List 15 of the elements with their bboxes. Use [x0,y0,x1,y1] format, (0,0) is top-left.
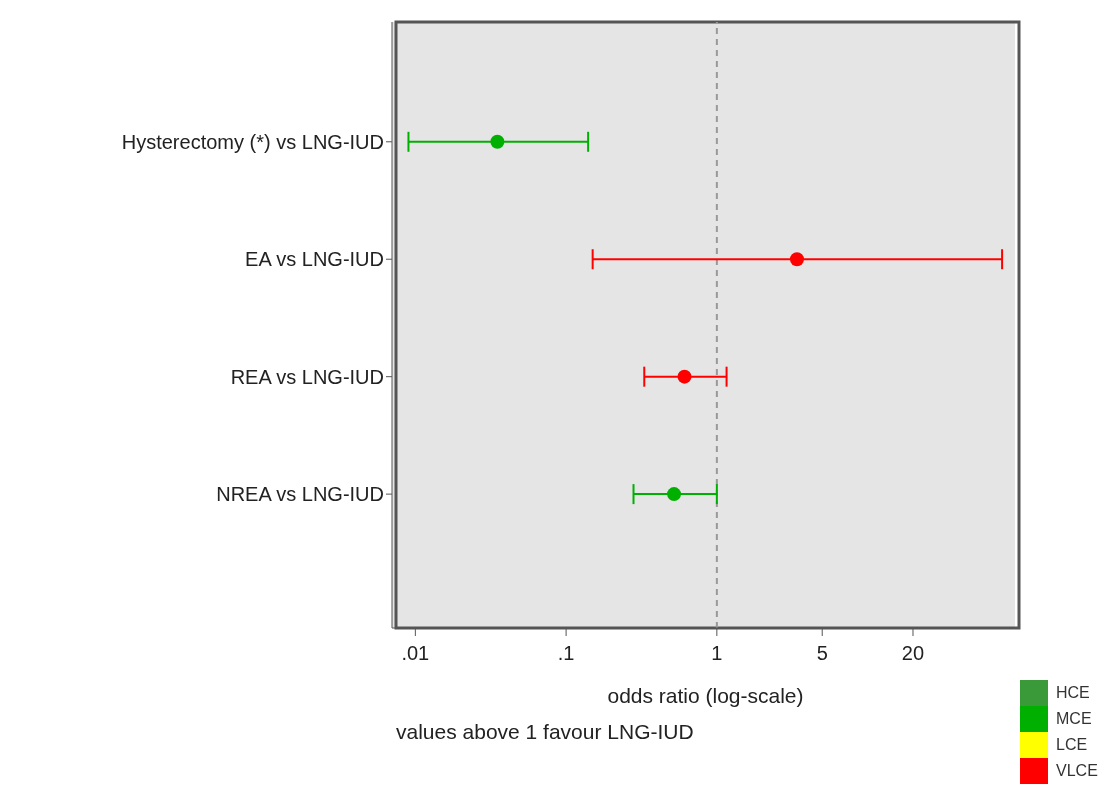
x-tick-label: 1 [711,642,723,665]
y-tick-label: REA vs LNG-IUD [230,365,384,388]
legend-label: MCE [1056,710,1092,728]
legend-label: HCE [1056,684,1090,702]
x-tick-label: .01 [401,642,430,665]
x-tick-label: .1 [557,642,575,665]
legend-label: LCE [1056,736,1088,754]
x-axis-title: odds ratio (log-scale) [606,684,805,708]
y-tick-label: NREA vs LNG-IUD [216,483,384,506]
x-tick-label: 20 [901,642,925,665]
y-tick-label: Hysterectomy (*) vs LNG-IUD [121,130,384,153]
legend-label: VLCE [1056,762,1098,780]
x-tick-label: 5 [816,642,828,665]
y-tick-label: EA vs LNG-IUD [245,248,384,271]
text: values above 1 favour LNG-IUD [396,720,694,744]
